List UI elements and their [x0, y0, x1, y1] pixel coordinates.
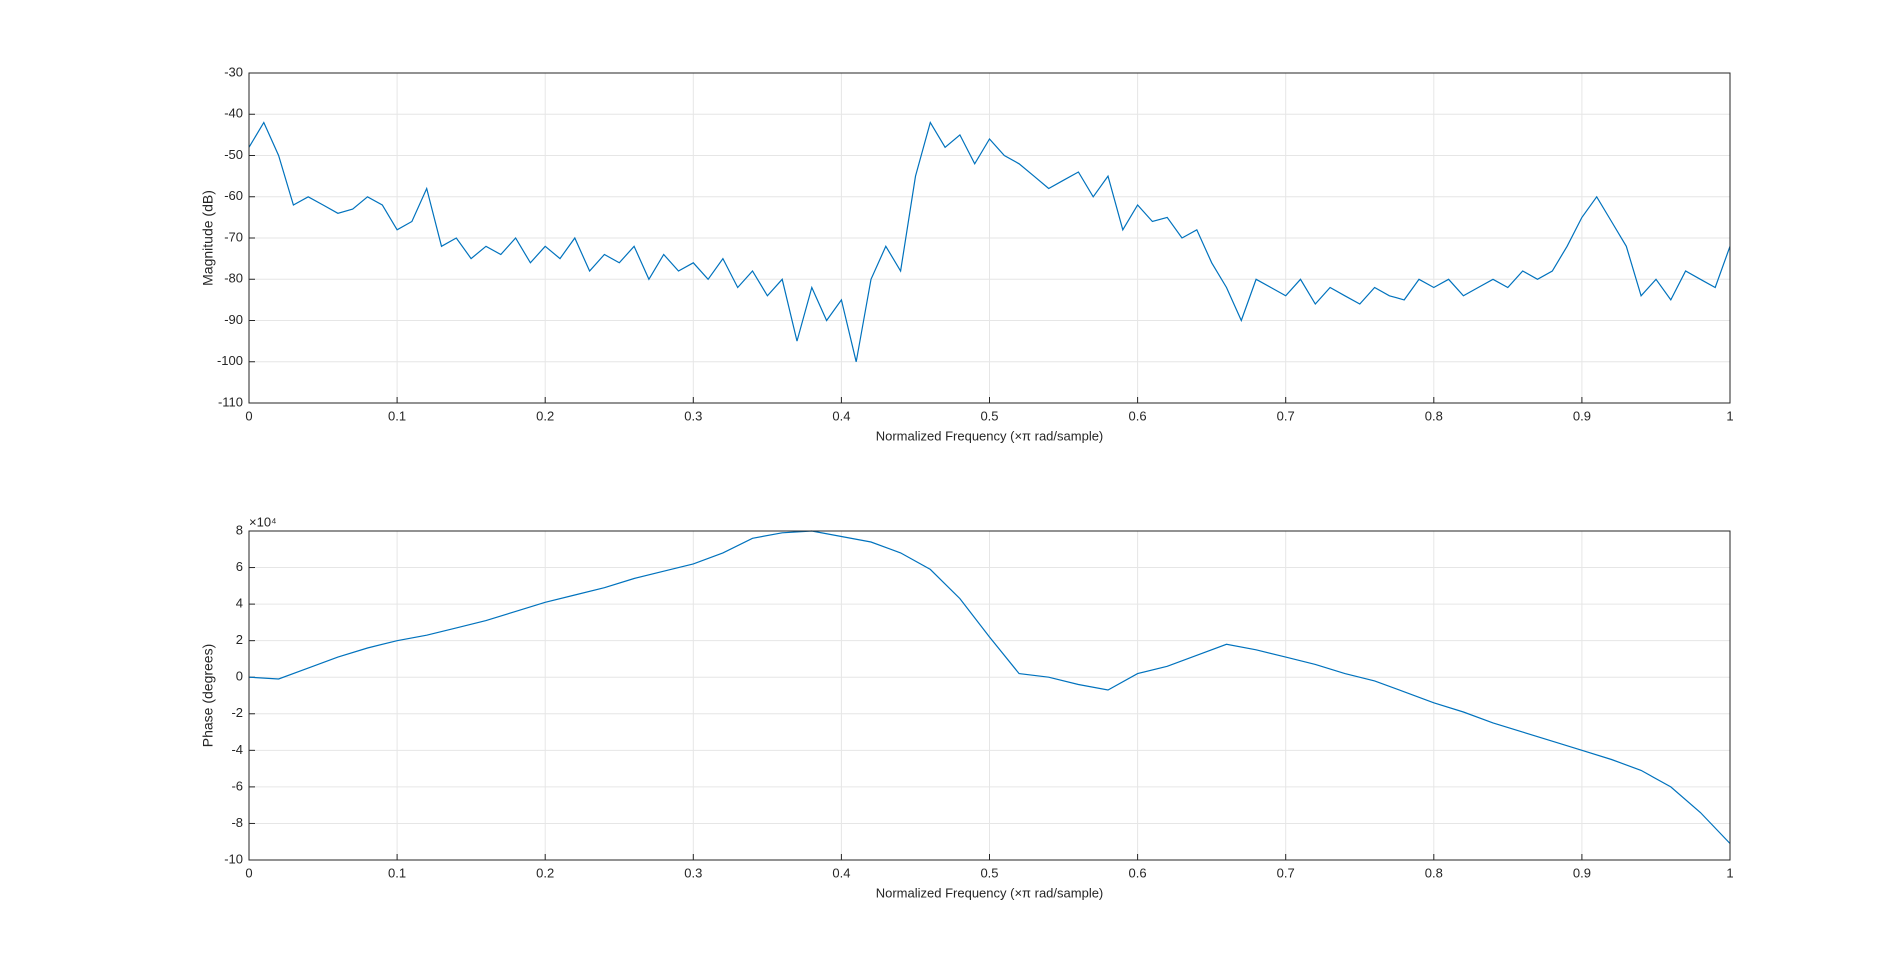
x-tick-label: 0.2: [536, 865, 554, 880]
x-tick-label: 0.4: [832, 408, 850, 423]
y-tick-label: -90: [224, 312, 243, 327]
x-tick-label: 0.5: [980, 408, 998, 423]
y-tick-label: -6: [231, 778, 243, 793]
y-tick-label: -50: [224, 147, 243, 162]
x-tick-label: 0.5: [980, 865, 998, 880]
x-tick-label: 0.9: [1573, 408, 1591, 423]
y-tick-label: -2: [231, 705, 243, 720]
x-tick-label: 0.8: [1425, 865, 1443, 880]
y-tick-label: 4: [236, 596, 243, 611]
y-tick-label: -70: [224, 229, 243, 244]
y-tick-label: -100: [217, 353, 243, 368]
y-tick-label: -60: [224, 188, 243, 203]
y-tick-label: -30: [224, 64, 243, 79]
y-multiplier: ×10⁴: [249, 514, 277, 529]
y-tick-label: -110: [218, 394, 243, 409]
x-tick-label: 1: [1726, 865, 1733, 880]
x-tick-label: 0: [245, 408, 252, 423]
x-tick-label: 0.8: [1425, 408, 1443, 423]
x-tick-label: 0.9: [1573, 865, 1591, 880]
x-tick-label: 0.3: [684, 408, 702, 423]
x-tick-label: 0.6: [1129, 865, 1147, 880]
data-line: [248, 120, 1731, 362]
y-tick-label: 8: [236, 522, 243, 537]
x-tick-label: 0.7: [1277, 865, 1295, 880]
x-axis-label: Normalized Frequency (×π rad/sample): [876, 885, 1104, 900]
x-tick-label: 0.1: [388, 408, 406, 423]
y-tick-label: -40: [224, 106, 243, 121]
y-axis-label: Phase (degrees): [200, 644, 216, 748]
axes-box: [248, 72, 1731, 404]
x-tick-label: 0.3: [684, 865, 702, 880]
x-tick-label: 0.4: [832, 865, 850, 880]
y-tick-label: -10: [224, 851, 243, 866]
y-tick-label: 0: [236, 669, 243, 684]
x-tick-label: 0.7: [1277, 408, 1295, 423]
y-tick-label: -4: [231, 742, 243, 757]
x-tick-label: 0: [245, 865, 252, 880]
data-line: [248, 530, 1731, 844]
x-axis-label: Normalized Frequency (×π rad/sample): [876, 428, 1104, 443]
x-tick-label: 0.6: [1129, 408, 1147, 423]
axes-box: [248, 530, 1731, 861]
x-tick-label: 1: [1726, 408, 1733, 423]
x-tick-label: 0.2: [536, 408, 554, 423]
x-tick-label: 0.1: [388, 865, 406, 880]
y-tick-label: 6: [236, 559, 243, 574]
y-axis-label: Magnitude (dB): [200, 190, 216, 286]
y-tick-label: -80: [224, 271, 243, 286]
y-tick-label: 2: [236, 632, 243, 647]
y-tick-label: -8: [231, 815, 243, 830]
